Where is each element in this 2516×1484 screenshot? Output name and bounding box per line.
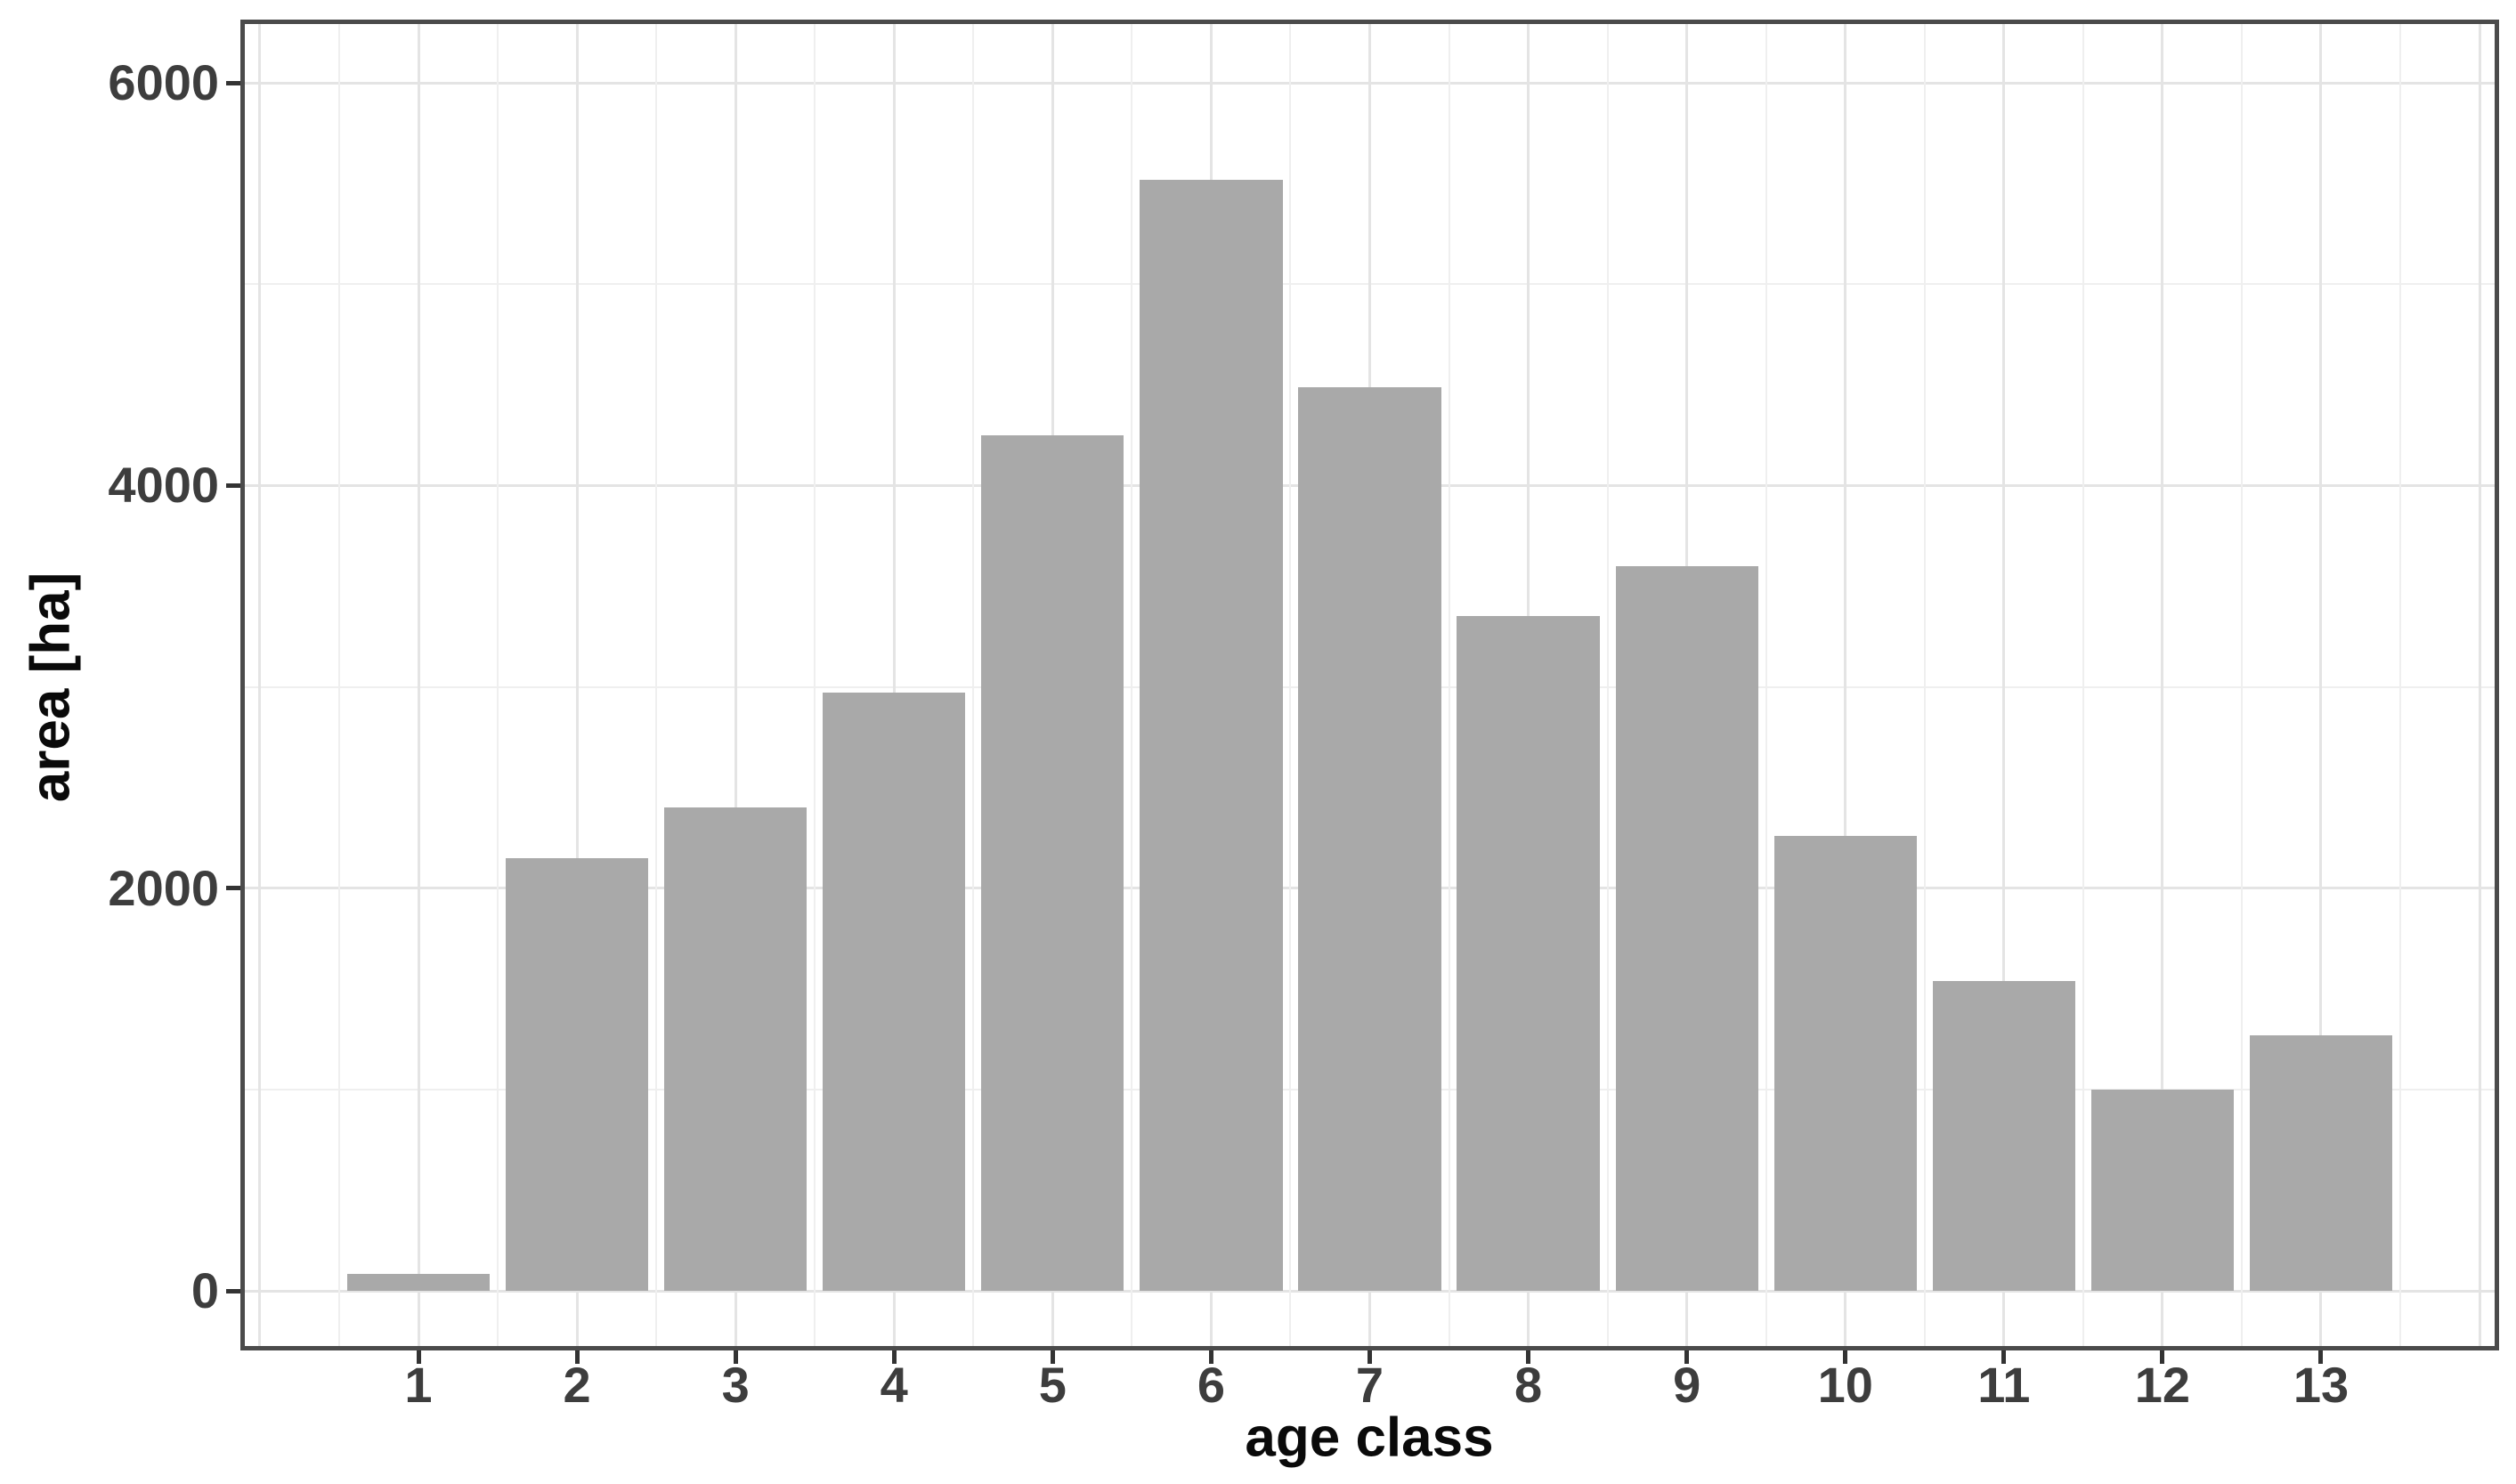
v-gridline-minor: [1289, 24, 1292, 1346]
x-tick-label: 3: [721, 1357, 750, 1413]
v-gridline-major: [417, 24, 420, 1346]
y-axis-title: area [ha]: [20, 572, 82, 803]
plot-area: [240, 20, 2499, 1350]
y-tick-label: 6000: [108, 54, 219, 111]
x-tick-label: 11: [1977, 1357, 2031, 1413]
bar-age-class-6: [1140, 179, 1283, 1292]
v-gridline-minor: [814, 24, 816, 1346]
v-gridline-minor: [1923, 24, 1926, 1346]
v-gridline-minor: [2240, 24, 2243, 1346]
v-gridline-major: [575, 24, 579, 1346]
v-gridline-minor: [2082, 24, 2084, 1346]
y-tick-mark: [226, 80, 240, 85]
v-gridline-major: [2002, 24, 2006, 1346]
bar-age-class-10: [1773, 835, 1917, 1292]
bar-age-class-5: [981, 434, 1124, 1292]
x-tick-mark: [2160, 1350, 2165, 1364]
x-tick-label: 10: [1817, 1357, 1873, 1413]
x-tick-mark: [1208, 1350, 1213, 1364]
v-gridline-minor: [1448, 24, 1450, 1346]
x-tick-mark: [1368, 1350, 1372, 1364]
x-tick-label: 4: [880, 1357, 908, 1413]
x-tick-label: 8: [1514, 1357, 1543, 1413]
v-gridline-major: [2478, 24, 2481, 1346]
x-tick-mark: [416, 1350, 421, 1364]
y-tick-mark: [226, 1288, 240, 1293]
bar-age-class-9: [1615, 565, 1758, 1292]
x-tick-mark: [1526, 1350, 1531, 1364]
x-tick-mark: [1843, 1350, 1848, 1364]
bar-age-class-2: [505, 857, 649, 1292]
y-tick-label: 4000: [108, 457, 219, 514]
x-tick-mark: [733, 1350, 738, 1364]
v-gridline-minor: [972, 24, 975, 1346]
v-gridline-minor: [337, 24, 340, 1346]
bar-age-class-13: [2249, 1034, 2393, 1292]
v-gridline-major: [258, 24, 262, 1346]
bar-age-class-4: [823, 693, 966, 1292]
y-tick-mark: [226, 483, 240, 488]
bar-age-class-3: [664, 807, 808, 1292]
y-tick-label: 0: [191, 1262, 219, 1319]
y-tick-mark: [226, 886, 240, 891]
y-tick-label: 2000: [108, 859, 219, 916]
x-tick-label: 9: [1673, 1357, 1701, 1413]
x-tick-mark: [2318, 1350, 2324, 1364]
v-gridline-minor: [497, 24, 499, 1346]
x-tick-label: 13: [2293, 1357, 2350, 1413]
v-gridline-minor: [1765, 24, 1767, 1346]
v-gridline-major: [892, 24, 896, 1346]
bar-age-class-7: [1298, 386, 1441, 1292]
bars-layer: [245, 24, 2495, 1346]
v-gridline-minor: [2399, 24, 2402, 1346]
bar-age-class-8: [1457, 616, 1600, 1292]
v-gridline-major: [1844, 24, 1847, 1346]
x-tick-mark: [2001, 1350, 2007, 1364]
bar-age-class-1: [346, 1273, 491, 1292]
v-gridline-major: [734, 24, 737, 1346]
x-axis-title: age class: [1245, 1407, 1494, 1469]
v-gridline-minor: [1606, 24, 1609, 1346]
x-tick-label: 1: [404, 1357, 433, 1413]
x-tick-label: 2: [563, 1357, 591, 1413]
x-tick-mark: [574, 1350, 580, 1364]
x-tick-mark: [1050, 1350, 1055, 1364]
x-tick-label: 6: [1197, 1357, 1225, 1413]
x-tick-label: 12: [2134, 1357, 2191, 1413]
bar-age-class-11: [1932, 980, 2075, 1292]
v-gridline-major: [2319, 24, 2323, 1346]
x-tick-mark: [1684, 1350, 1690, 1364]
bar-age-class-12: [2090, 1089, 2235, 1292]
x-tick-mark: [891, 1350, 897, 1364]
x-tick-label: 7: [1355, 1357, 1384, 1413]
v-gridline-major: [2161, 24, 2164, 1346]
x-tick-label: 5: [1038, 1357, 1067, 1413]
v-gridline-minor: [655, 24, 658, 1346]
v-gridline-minor: [1131, 24, 1133, 1346]
